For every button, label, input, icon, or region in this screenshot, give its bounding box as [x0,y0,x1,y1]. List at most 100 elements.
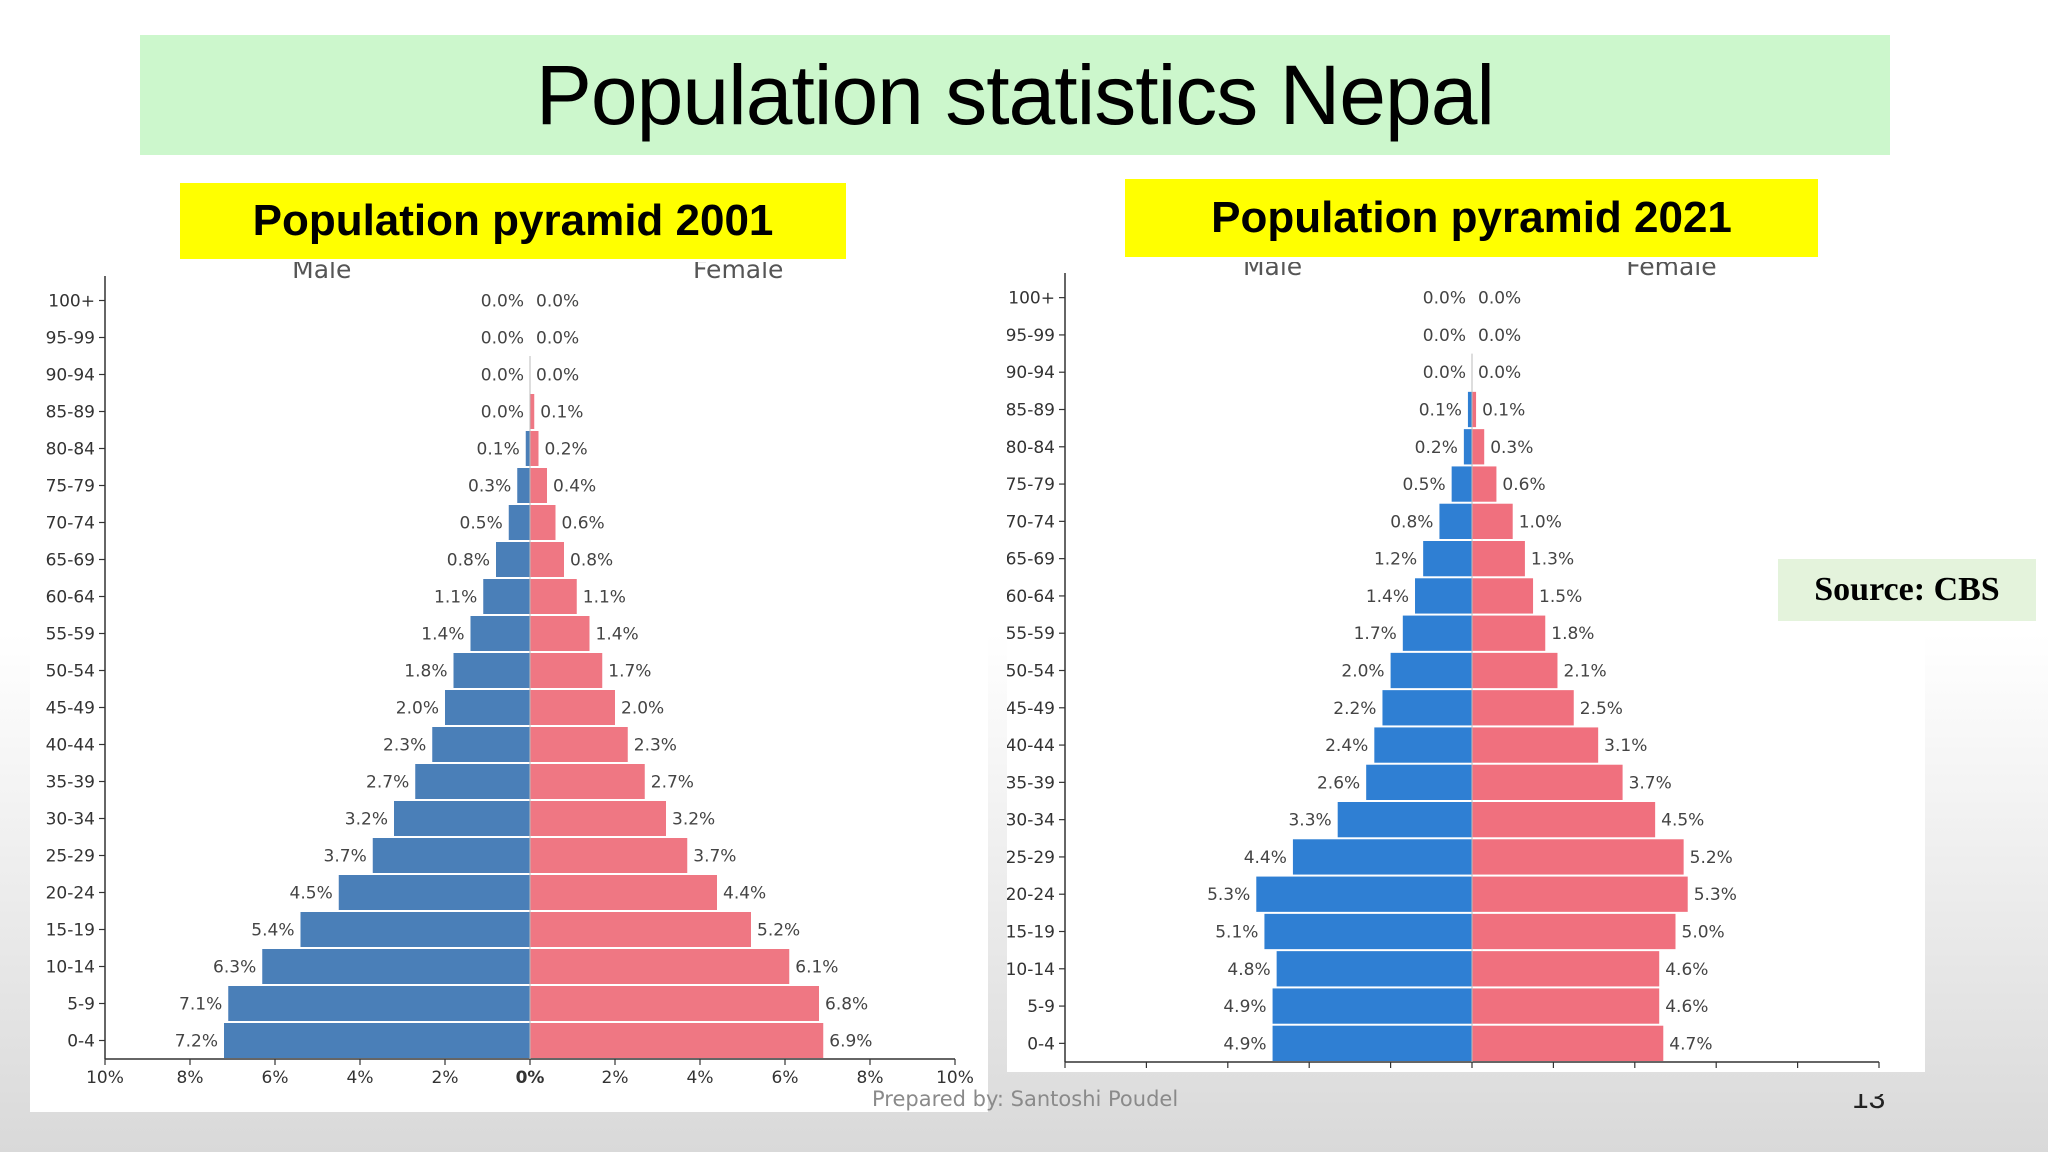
x-tick-label: 6% [1703,1071,1730,1072]
age-group-label: 70-74 [1007,512,1055,532]
female-value-label: 0.0% [1478,289,1521,309]
male-bar [1467,391,1472,428]
female-bar [1472,839,1684,875]
male-bar [483,579,530,614]
female-value-label: 0.0% [536,292,579,312]
age-group-label: 35-39 [1007,773,1055,793]
female-bar [530,801,666,836]
male-value-label: 0.0% [1423,289,1466,309]
female-bar [530,505,556,540]
female-bar [530,986,819,1021]
male-value-label: 2.3% [383,736,426,756]
female-bar [1472,652,1558,689]
age-group-label: 100+ [1008,289,1055,309]
age-group-label: 65-69 [46,551,95,571]
female-bar [530,912,751,947]
female-value-label: 0.2% [545,440,588,460]
female-value-label: 0.6% [562,514,605,534]
male-bar [1451,466,1472,502]
male-value-label: 0.2% [1415,438,1458,458]
female-bar [530,949,790,984]
x-tick-label: 8% [857,1068,884,1088]
female-bar [1472,541,1525,577]
female-value-label: 0.6% [1502,475,1545,495]
female-value-label: 3.7% [1629,773,1672,793]
male-bar [300,912,530,947]
age-group-label: 75-79 [46,477,95,497]
female-value-label: 5.2% [1690,848,1733,868]
age-group-label: 60-64 [1007,587,1055,607]
age-group-label: 70-74 [46,514,95,534]
female-bar [530,764,645,799]
male-value-label: 0.5% [460,514,503,534]
male-value-label: 2.6% [1317,773,1360,793]
male-bar [1272,1025,1472,1061]
age-group-label: 60-64 [46,588,95,608]
male-bar [1276,951,1472,987]
male-value-label: 0.0% [481,403,524,423]
female-value-label: 4.7% [1669,1034,1712,1054]
x-tick-label: 2% [1540,1071,1567,1072]
female-bar [1472,615,1546,651]
female-value-label: 1.1% [583,588,626,608]
female-bar [530,394,535,429]
female-bar [530,690,615,725]
female-value-label: 1.0% [1519,512,1562,532]
age-group-label: 45-49 [46,699,95,719]
male-value-label: 2.0% [396,699,439,719]
male-bar [1415,578,1472,614]
female-value-label: 6.9% [829,1032,872,1052]
age-group-label: 100+ [48,292,95,312]
male-value-label: 5.4% [251,921,294,941]
male-bar [394,801,530,836]
female-bar [530,542,564,577]
pyramid-2021-heading: Population pyramid 2021 [1125,179,1818,257]
male-bar [453,653,530,688]
x-tick-label: 8% [1133,1071,1160,1072]
female-value-label: 0.0% [536,366,579,386]
female-value-label: 2.0% [621,699,664,719]
age-group-label: 25-29 [1007,848,1055,868]
male-bar [1390,652,1472,689]
female-bar [1472,503,1513,539]
male-bar [1272,988,1472,1024]
age-group-label: 10-14 [46,958,95,978]
female-value-label: 3.1% [1604,736,1647,756]
female-value-label: 1.5% [1539,587,1582,607]
male-bar [415,764,530,799]
age-group-label: 80-84 [46,440,95,460]
x-tick-label: 2% [432,1068,459,1088]
female-value-label: 2.1% [1563,662,1606,682]
male-value-label: 4.8% [1227,960,1270,980]
male-bar [1256,876,1472,912]
female-bar [1472,988,1660,1024]
female-bar [1472,466,1497,502]
page-number: 13 [1852,1094,1886,1112]
male-value-label: 0.1% [1419,401,1462,421]
male-bar [1439,503,1472,539]
male-value-label: 0.8% [447,551,490,571]
source-label: Source: CBS [1778,559,2036,621]
x-tick-label: 10% [1860,1071,1898,1072]
female-bar [1472,578,1534,614]
male-value-label: 4.5% [290,884,333,904]
male-value-label: 1.4% [1366,587,1409,607]
male-value-label: 4.9% [1223,997,1266,1017]
male-bar [372,838,530,873]
male-bar [517,468,530,503]
female-bar [530,616,590,651]
male-bar [445,690,530,725]
age-group-label: 55-59 [46,625,95,645]
female-bar [1472,876,1688,912]
age-group-label: 85-89 [1007,401,1055,421]
pyramid-2001-chart: 100+ 0.0% 0.0% 95-99 0.0% 0.0% 90-94 0.0% 0.0% 85… [46,255,974,1088]
age-group-label: 0-4 [1027,1034,1055,1054]
male-bar [228,986,530,1021]
female-bar [530,727,628,762]
female-value-label: 0.1% [1482,401,1525,421]
male-value-label: 4.9% [1223,1034,1266,1054]
female-bar [530,468,547,503]
male-value-label: 6.3% [213,958,256,978]
x-tick-label: 6% [772,1068,799,1088]
age-group-label: 95-99 [1007,326,1055,346]
